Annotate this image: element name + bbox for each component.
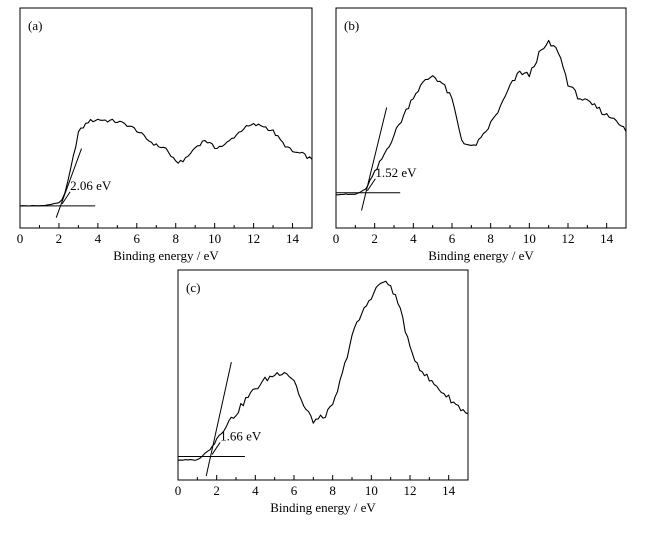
x-tick-label: 14 (600, 231, 614, 246)
x-tick-label: 4 (95, 231, 102, 246)
onset-pointer (211, 442, 221, 455)
x-tick-label: 0 (175, 483, 182, 498)
spectrum-line (336, 39, 627, 196)
panel-1: (b) 0 2 4 6 8 10 12 14 Binding energy / eV 1.52 eV (333, 7, 627, 263)
x-axis-label: Binding energy / eV (428, 248, 534, 263)
spectrum-line (177, 280, 469, 461)
x-tick-label: 4 (410, 231, 417, 246)
onset-label: 1.66 eV (220, 428, 262, 443)
x-tick-label: 6 (291, 483, 298, 498)
x-tick-label: 2 (371, 231, 378, 246)
plot-frame (335, 7, 627, 229)
x-tick-label: 10 (365, 483, 378, 498)
tangent-line (55, 148, 82, 218)
onset-label: 1.52 eV (375, 165, 417, 180)
x-tick-label: 12 (404, 483, 417, 498)
plot-frame (177, 269, 469, 481)
panel-2: (c) 0 2 4 6 8 10 12 14 Binding energy / eV 1.66 eV (175, 269, 469, 515)
x-tick-label: 10 (208, 231, 221, 246)
plot-frame (19, 7, 313, 229)
x-tick-label: 0 (333, 231, 340, 246)
x-tick-label: 12 (562, 231, 575, 246)
x-tick-label: 2 (213, 483, 220, 498)
x-tick-label: 10 (523, 231, 536, 246)
x-tick-label: 6 (134, 231, 141, 246)
onset-pointer (366, 178, 376, 192)
panel-label: (c) (186, 280, 200, 295)
onset-label: 2.06 eV (70, 178, 112, 193)
panel-0: (a) 0 2 4 6 8 10 12 14 Binding energy / eV 2.06 eV (17, 7, 313, 263)
x-tick-label: 8 (487, 231, 494, 246)
onset-pointer (61, 191, 71, 205)
panel-label: (b) (344, 18, 359, 33)
tangent-line (361, 107, 388, 211)
x-tick-label: 14 (286, 231, 300, 246)
x-tick-label: 8 (172, 231, 179, 246)
tangent-line (205, 361, 232, 477)
x-tick-label: 6 (449, 231, 456, 246)
x-tick-label: 0 (17, 231, 24, 246)
x-tick-label: 2 (56, 231, 63, 246)
x-tick-label: 14 (442, 483, 456, 498)
panel-label: (a) (28, 18, 42, 33)
x-tick-label: 8 (329, 483, 336, 498)
spectrum-line (19, 118, 313, 207)
x-axis-label: Binding energy / eV (270, 500, 376, 515)
x-tick-label: 4 (252, 483, 259, 498)
x-tick-label: 12 (247, 231, 260, 246)
x-axis-label: Binding energy / eV (113, 248, 219, 263)
